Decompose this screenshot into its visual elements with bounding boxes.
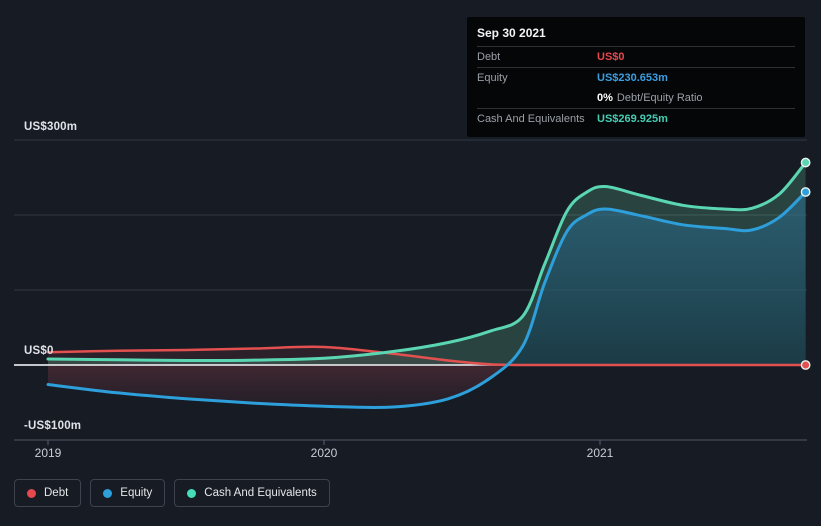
- hover-tooltip: Sep 30 2021 Debt US$0 Equity US$230.653m…: [467, 17, 805, 137]
- tooltip-ratio-value: 0%: [597, 92, 613, 104]
- x-axis-label-2019: 2019: [34, 446, 62, 460]
- tooltip-row-debt: Debt US$0: [477, 46, 795, 67]
- cash-endpoint-dot: [800, 157, 811, 168]
- tooltip-row-equity: Equity US$230.653m: [477, 67, 795, 88]
- tooltip-ratio-label: Debt/Equity Ratio: [616, 92, 703, 104]
- legend-item-equity[interactable]: Equity: [90, 479, 166, 507]
- debt-legend-dot-icon: [27, 488, 36, 498]
- equity-endpoint-dot: [800, 187, 811, 197]
- cash-legend-dot-icon: [187, 488, 197, 498]
- x-axis-label-2021: 2021: [586, 446, 614, 460]
- tooltip-debt-label: Debt: [477, 51, 501, 63]
- cash-line: [46, 161, 808, 363]
- equity-legend-dot-icon: [103, 488, 113, 498]
- debt-line: [46, 345, 807, 367]
- legend-item-label: Equity: [120, 487, 153, 499]
- tooltip-row-ratio: 0% Debt/Equity Ratio: [477, 88, 795, 108]
- tooltip-ratio: 0% Debt/Equity Ratio: [597, 91, 703, 105]
- tooltip-row-cash: Cash And Equivalents US$269.925m: [477, 108, 795, 129]
- tooltip-debt-value: US$0: [597, 51, 625, 63]
- legend-item-debt[interactable]: Debt: [14, 479, 82, 507]
- debt-endpoint-dot: [800, 360, 811, 370]
- y-axis-label-300m: US$300m: [24, 121, 78, 133]
- tooltip-equity-label: Equity: [477, 72, 508, 84]
- x-axis-label-2020: 2020: [310, 446, 338, 460]
- tooltip-equity-value: US$230.653m: [597, 72, 668, 84]
- legend-item-cash[interactable]: Cash And Equivalents: [174, 479, 330, 507]
- tooltip-date: Sep 30 2021: [477, 26, 546, 40]
- legend-item-label: Cash And Equivalents: [204, 487, 317, 499]
- equity-line: [46, 190, 808, 410]
- tooltip-cash-value: US$269.925m: [597, 113, 668, 125]
- y-axis-label-neg100m: -US$100m: [24, 420, 82, 432]
- tooltip-cash-label: Cash And Equivalents: [477, 113, 585, 125]
- y-axis-label-0: US$0: [24, 345, 54, 357]
- equity-negative-area-fill: [48, 365, 806, 408]
- equity-positive-area-fill: [48, 192, 806, 365]
- chart-legend: Debt Equity Cash And Equivalents: [14, 479, 330, 507]
- legend-item-label: Debt: [44, 487, 69, 499]
